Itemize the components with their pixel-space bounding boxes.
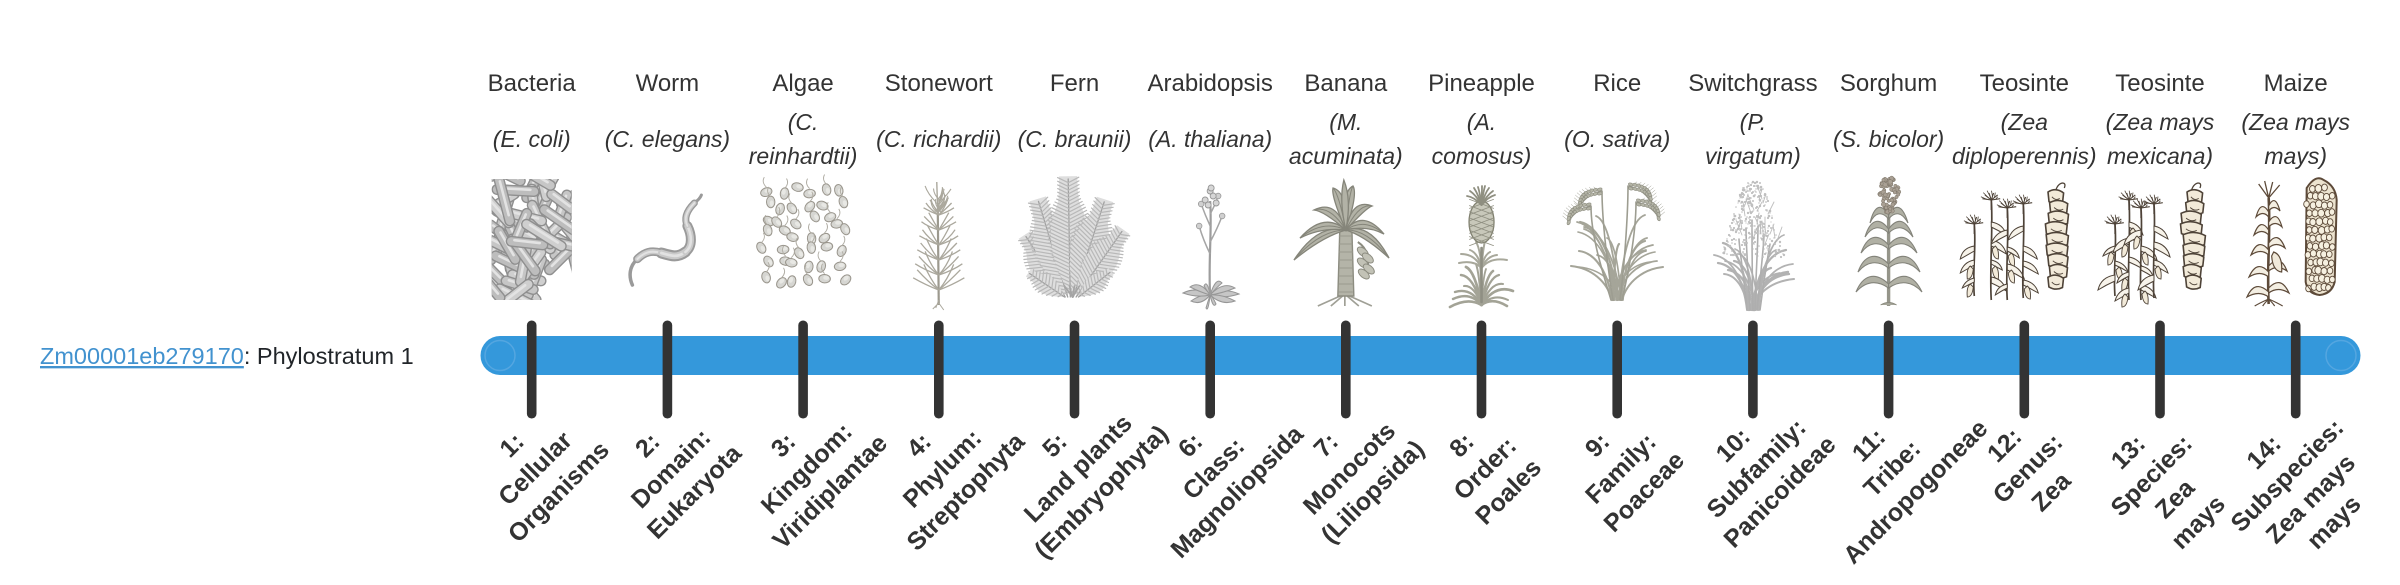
- svg-text:mays): mays): [2264, 143, 2327, 169]
- svg-text:virgatum): virgatum): [1705, 143, 1801, 169]
- svg-text:(C. richardii): (C. richardii): [876, 126, 1001, 152]
- svg-text:reinhardtii): reinhardtii): [749, 143, 858, 169]
- svg-text:(C. elegans): (C. elegans): [605, 126, 730, 152]
- svg-text:(A. thaliana): (A. thaliana): [1148, 126, 1272, 152]
- svg-text:Sorghum: Sorghum: [1840, 70, 1937, 97]
- svg-text:comosus): comosus): [1432, 143, 1532, 169]
- svg-text:(P.: (P.: [1740, 109, 1766, 135]
- svg-text:(Zea: (Zea: [2001, 109, 2048, 135]
- svg-text:Worm: Worm: [636, 70, 700, 97]
- svg-text:diploperennis): diploperennis): [1952, 143, 2096, 169]
- svg-text:Teosinte: Teosinte: [2115, 70, 2204, 97]
- svg-text:(E. coli): (E. coli): [493, 126, 571, 152]
- svg-text:Fern: Fern: [1050, 70, 1099, 97]
- svg-text:(C.: (C.: [788, 109, 819, 135]
- svg-text:Teosinte: Teosinte: [1980, 70, 2069, 97]
- svg-text:Zm00001eb279170: Phylostratum: Zm00001eb279170: Phylostratum 1: [40, 343, 414, 369]
- svg-text:Switchgrass: Switchgrass: [1688, 70, 1817, 97]
- svg-text:acuminata): acuminata): [1289, 143, 1403, 169]
- svg-text:Rice: Rice: [1593, 70, 1641, 97]
- svg-text:Algae: Algae: [772, 70, 833, 97]
- svg-text:Banana: Banana: [1304, 70, 1387, 97]
- svg-text:(M.: (M.: [1329, 109, 1362, 135]
- svg-text:(Zea mays: (Zea mays: [2106, 109, 2215, 135]
- svg-text:Bacteria: Bacteria: [488, 70, 577, 97]
- svg-text:Pineapple: Pineapple: [1428, 70, 1535, 97]
- svg-text:(O. sativa): (O. sativa): [1564, 126, 1670, 152]
- svg-text:Arabidopsis: Arabidopsis: [1147, 70, 1272, 97]
- svg-text:(S. bicolor): (S. bicolor): [1833, 126, 1944, 152]
- svg-text:Maize: Maize: [2264, 70, 2328, 97]
- svg-text:(A.: (A.: [1467, 109, 1496, 135]
- svg-text:(Zea mays: (Zea mays: [2241, 109, 2350, 135]
- svg-text:mexicana): mexicana): [2107, 143, 2213, 169]
- svg-text:(C. braunii): (C. braunii): [1018, 126, 1132, 152]
- svg-text:Stonewort: Stonewort: [885, 70, 993, 97]
